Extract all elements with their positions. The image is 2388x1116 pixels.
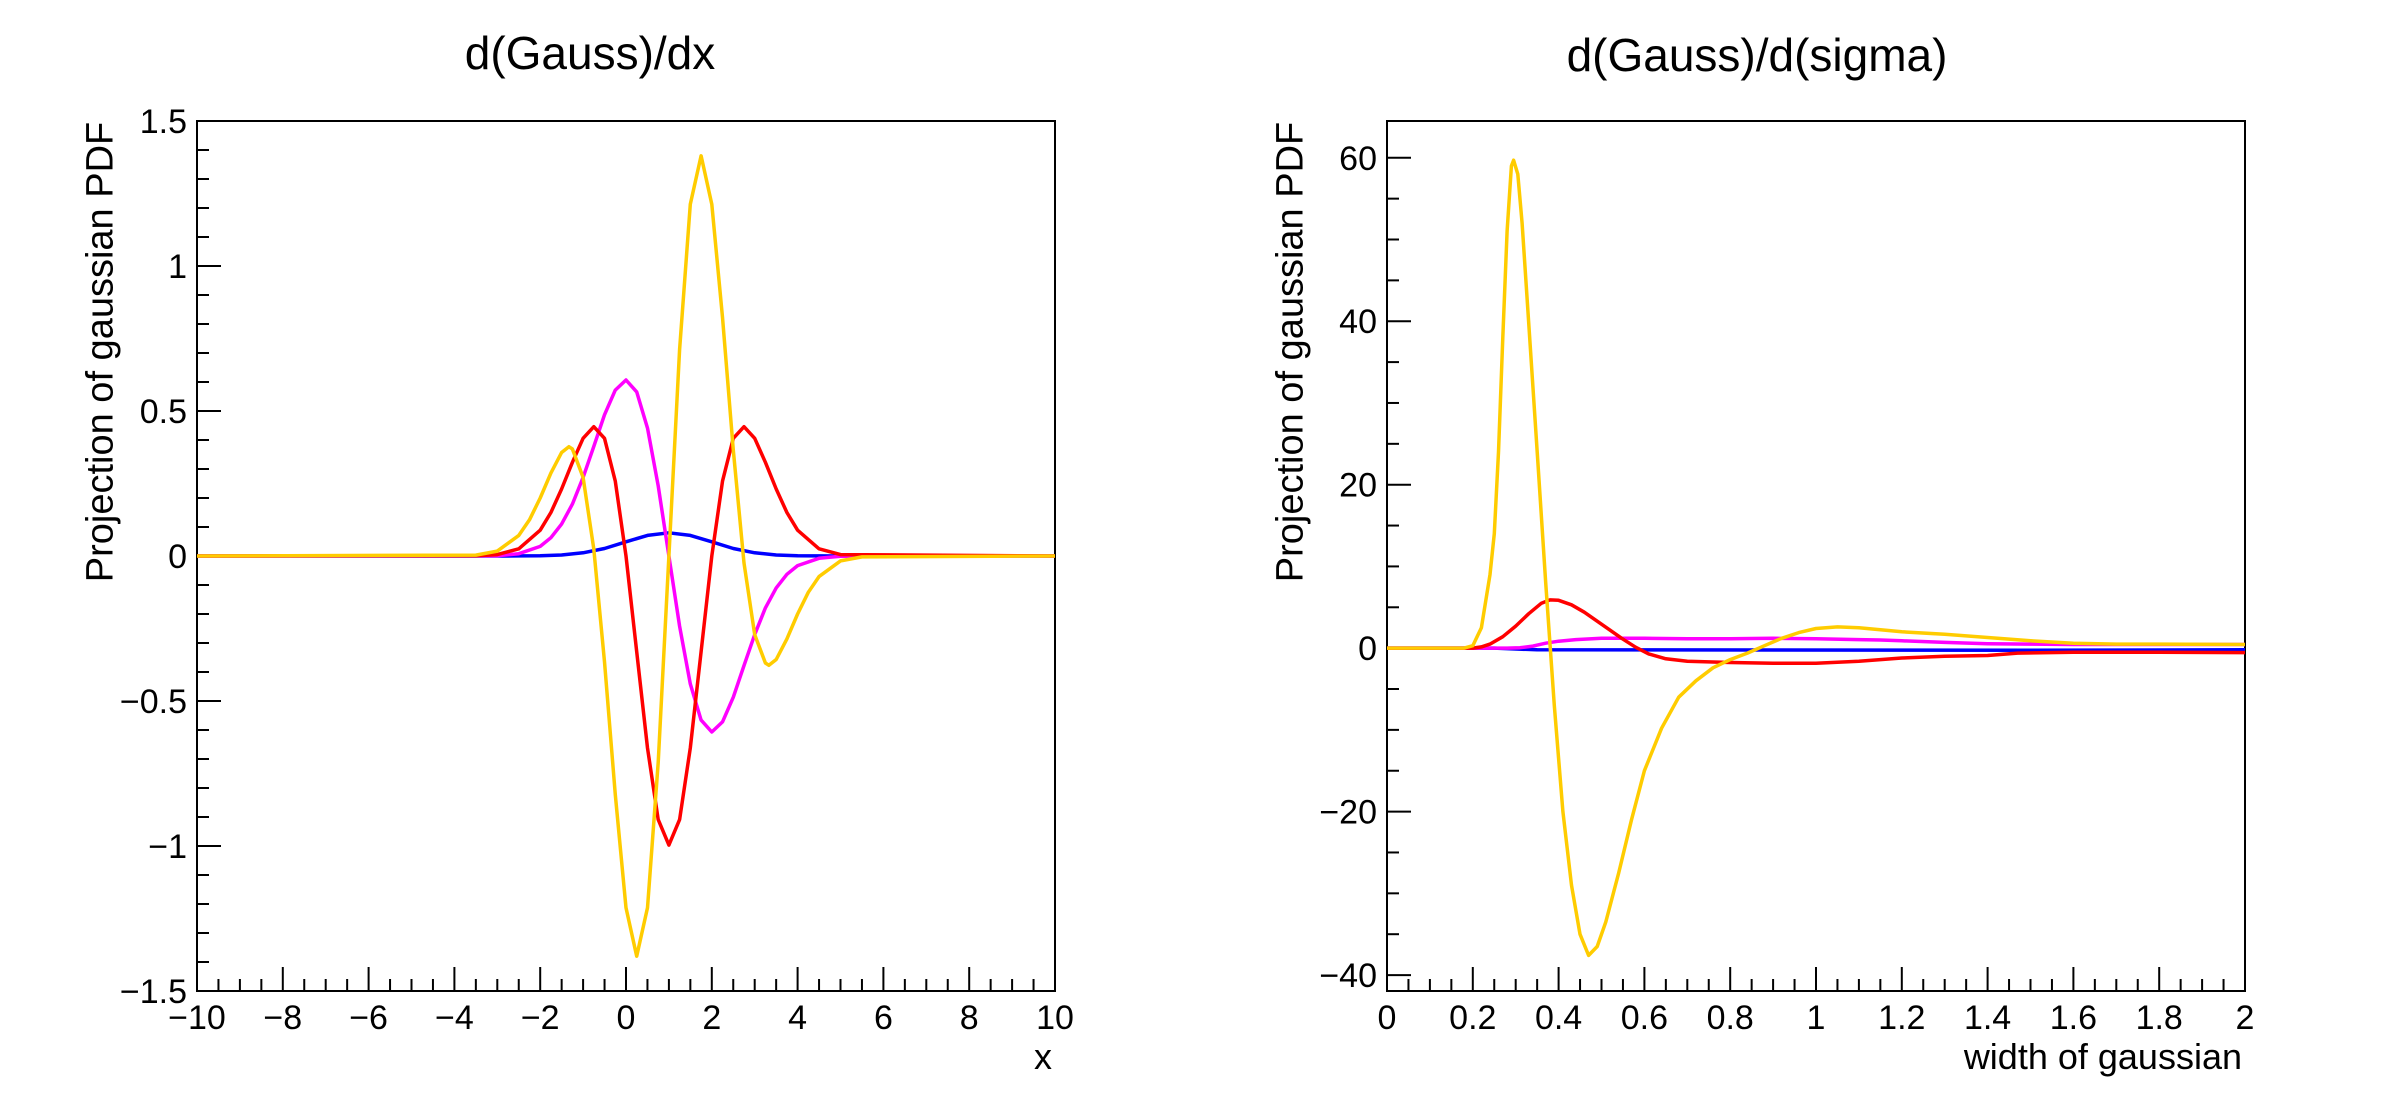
y-tick-label: 1 xyxy=(168,248,187,286)
y-tick-label: 0 xyxy=(168,538,187,576)
x-axis-ticks xyxy=(196,967,1056,991)
x-tick-label: −4 xyxy=(435,999,474,1037)
right-x-axis-label: width of gaussian xyxy=(1963,1036,2242,1077)
x-tick-label: 1.6 xyxy=(2050,999,2097,1037)
y-axis-ticks xyxy=(1387,156,1411,977)
x-tick-label: 0.4 xyxy=(1535,999,1582,1037)
y-tick-label: 1.5 xyxy=(140,103,187,141)
y-tick-label: −1.5 xyxy=(120,973,187,1011)
y-tick-label: 20 xyxy=(1339,467,1377,505)
x-tick-label: −10 xyxy=(168,999,226,1037)
x-tick-label: 4 xyxy=(788,999,807,1037)
y-tick-label: −0.5 xyxy=(120,683,187,721)
curve-second-derivative-dx xyxy=(196,424,1056,847)
x-tick-label: 8 xyxy=(960,999,979,1037)
x-tick-label: 2 xyxy=(702,999,721,1037)
left-y-axis-label: Projection of gaussian PDF xyxy=(79,121,122,583)
y-tick-label: −20 xyxy=(1319,794,1377,832)
x-tick-label: 1.4 xyxy=(1964,999,2011,1037)
plot-frame xyxy=(1386,120,2246,992)
x-tick-labels: 0 0.2 0.4 0.6 0.8 1 1.2 1.4 1.6 1.8 2 xyxy=(1378,999,2255,1037)
y-tick-label: 0 xyxy=(1358,630,1377,668)
y-tick-labels: 1.5 1 0.5 0 −0.5 −1 −1.5 xyxy=(120,103,187,1011)
y-tick-label: −1 xyxy=(148,828,187,866)
x-tick-label: 1 xyxy=(1807,999,1826,1037)
chart-1: 0 0.2 0.4 0.6 0.8 1 1.2 1.4 1.6 1.8 2 60 40 20 0 −20 −40 xyxy=(1319,120,2255,1037)
right-y-axis-label: Projection of gaussian PDF xyxy=(1269,121,1312,583)
x-tick-label: 1.2 xyxy=(1878,999,1925,1037)
x-tick-label: 0.6 xyxy=(1621,999,1668,1037)
x-axis-ticks xyxy=(1386,967,2246,991)
y-tick-labels: 60 40 20 0 −20 −40 xyxy=(1319,140,1377,995)
x-tick-label: 0 xyxy=(1378,999,1397,1037)
y-axis-ticks xyxy=(197,120,221,992)
left-plot-title: d(Gauss)/dx xyxy=(464,27,716,79)
curve-first-derivative-dsigma xyxy=(1387,636,2245,650)
x-tick-label: 10 xyxy=(1036,999,1074,1037)
curve-third-derivative-dsigma xyxy=(1387,158,2246,958)
x-tick-labels: −10 −8 −6 −4 −2 0 2 4 6 8 10 xyxy=(168,999,1074,1037)
x-tick-label: 1.8 xyxy=(2136,999,2183,1037)
chart-0: −10 −8 −6 −4 −2 0 2 4 6 8 10 1.5 1 0.5 0 −0.5 −1 −1.5 xyxy=(120,103,1074,1037)
y-tick-label: 40 xyxy=(1339,303,1377,341)
x-tick-label: −6 xyxy=(349,999,388,1037)
x-tick-label: 0.2 xyxy=(1449,999,1496,1037)
x-tick-label: −8 xyxy=(263,999,302,1037)
x-tick-label: 0 xyxy=(617,999,636,1037)
left-x-axis-label: x xyxy=(1034,1036,1052,1077)
y-tick-label: 60 xyxy=(1339,140,1377,178)
y-tick-label: −40 xyxy=(1319,957,1377,995)
y-tick-label: 0.5 xyxy=(140,393,187,431)
curve-second-derivative-dsigma xyxy=(1387,598,2246,666)
x-tick-label: 0.8 xyxy=(1707,999,1754,1037)
x-tick-label: 2 xyxy=(2236,999,2255,1037)
curve-third-derivative-dx xyxy=(196,154,1056,958)
right-plot-title: d(Gauss)/d(sigma) xyxy=(1566,29,1948,81)
x-tick-label: 6 xyxy=(874,999,893,1037)
x-tick-label: −2 xyxy=(521,999,560,1037)
